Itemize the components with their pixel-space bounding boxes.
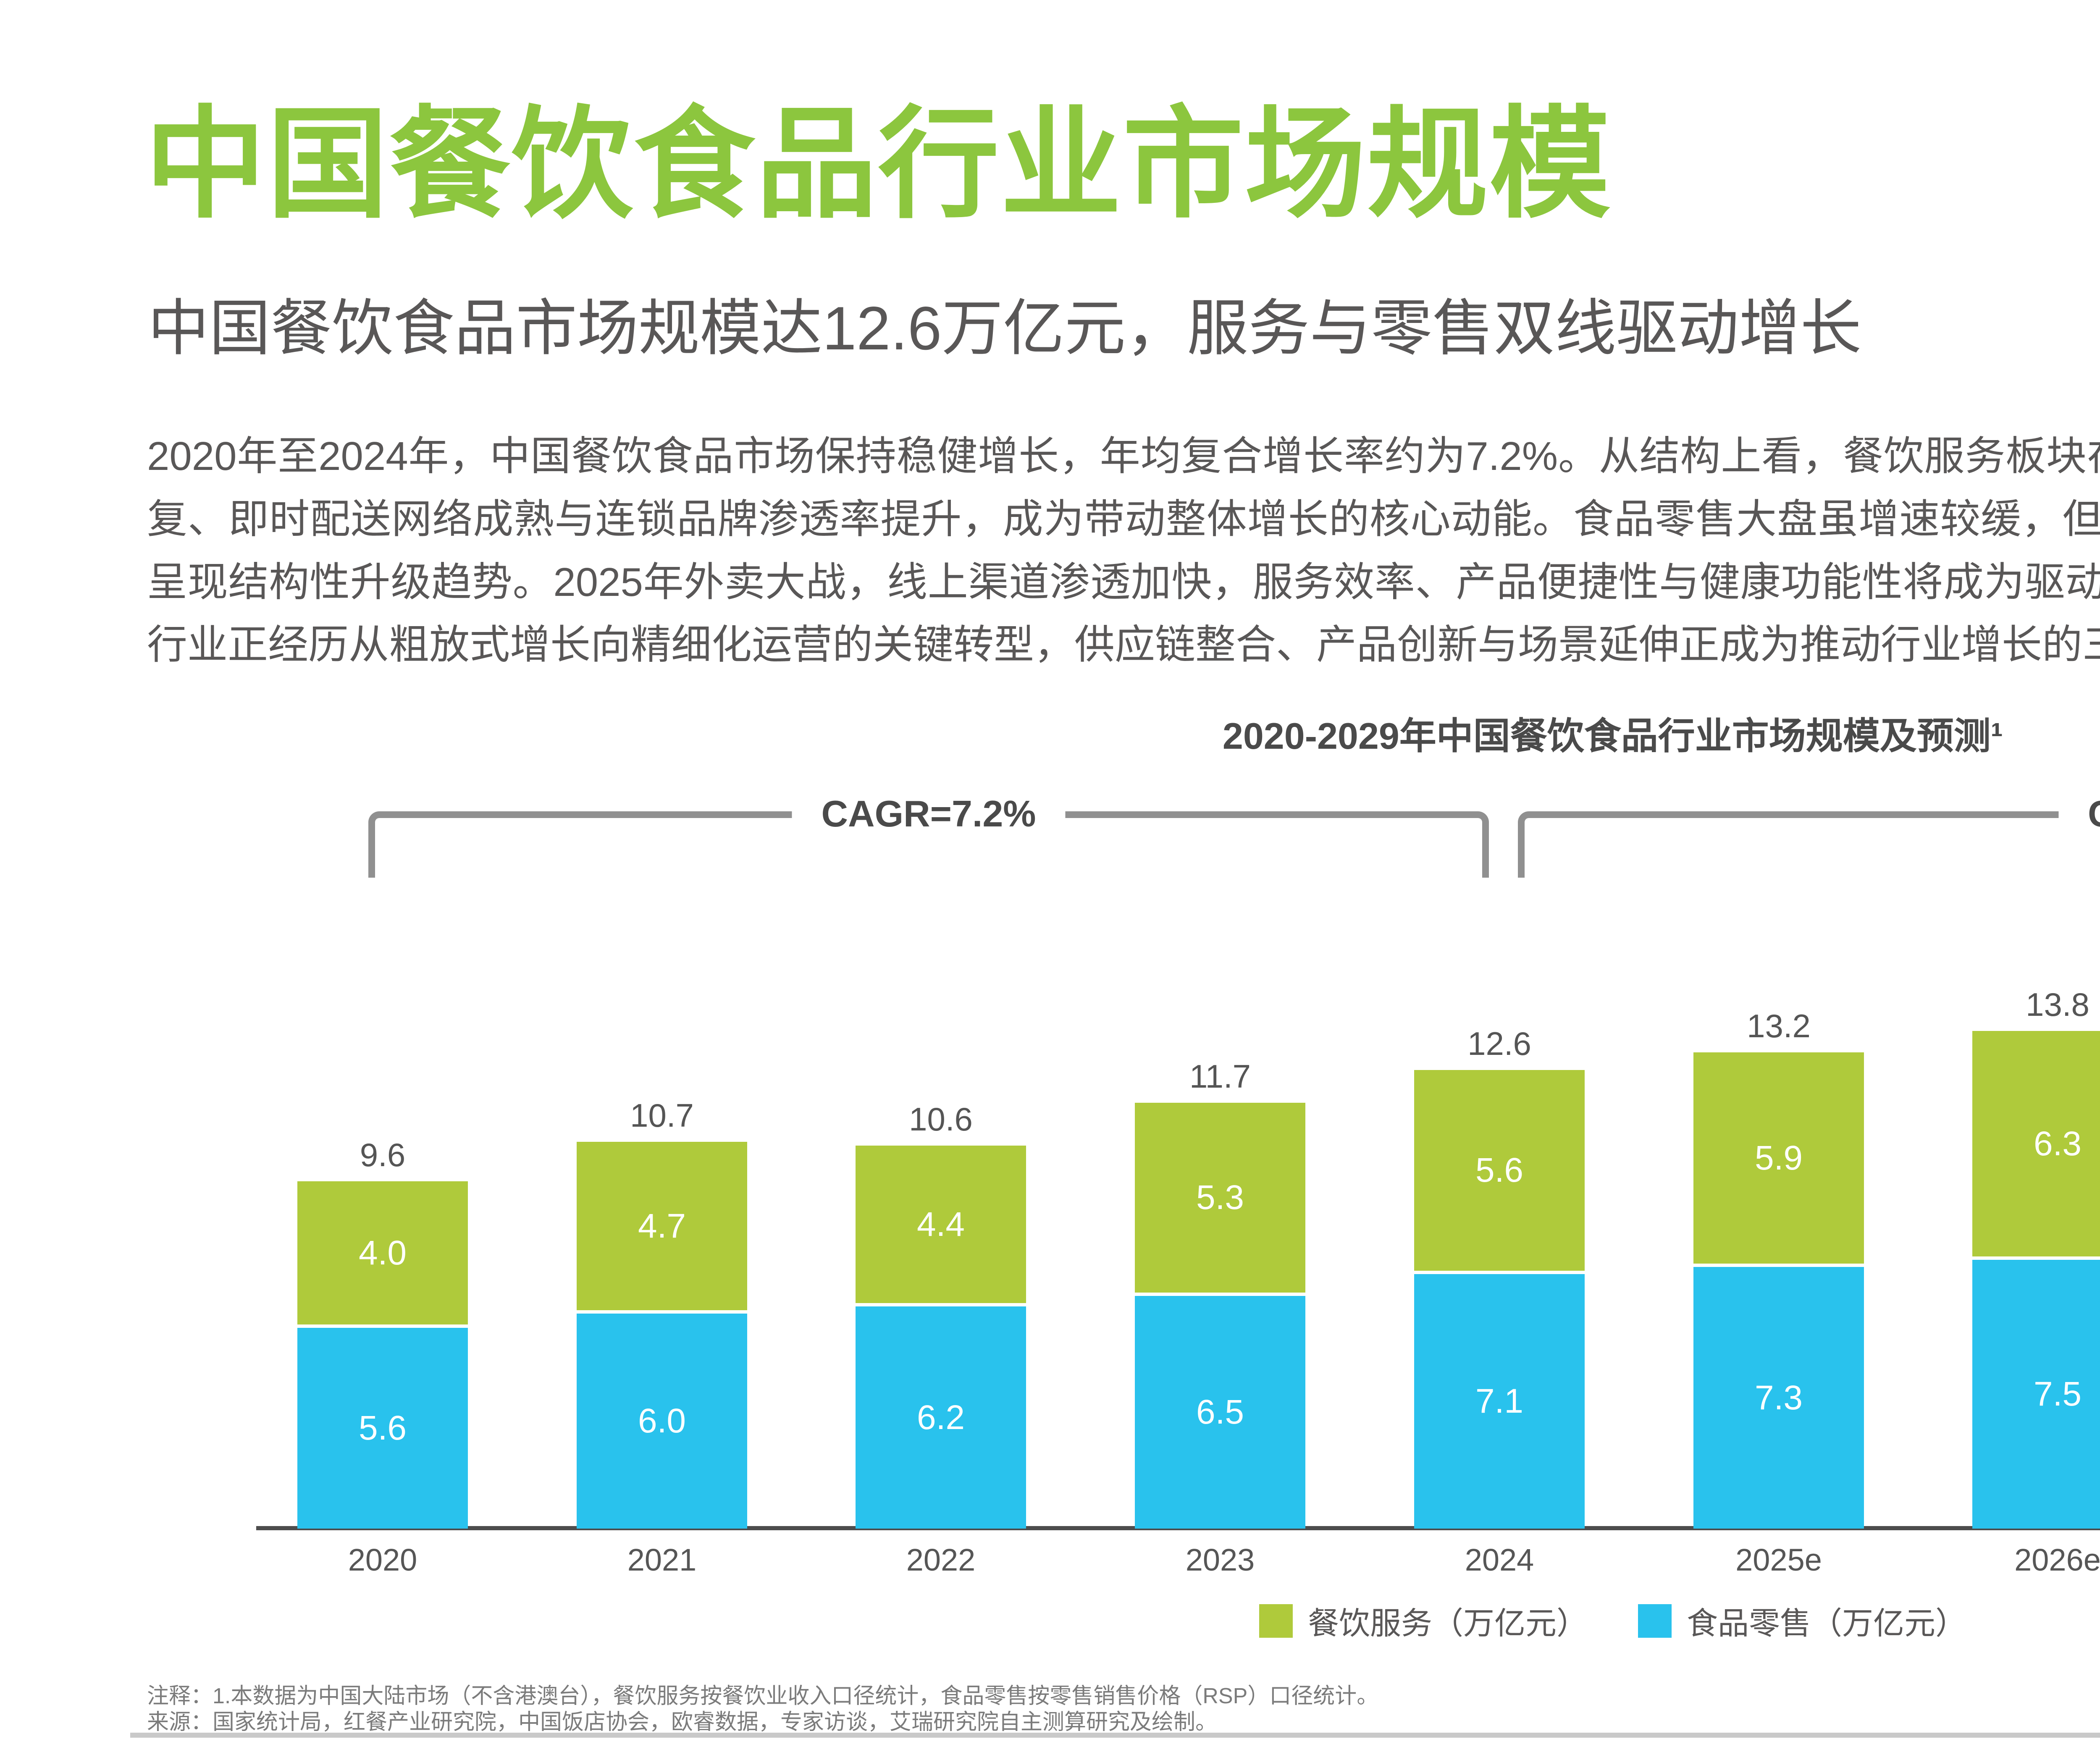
chart-legend: 餐饮服务（万亿元） 食品零售（万亿元） (0, 1598, 2100, 1643)
bar-segment-food-retail: 7.3 (1693, 1267, 1864, 1529)
bar-total-label: 11.7 (1189, 1058, 1251, 1095)
bar-segment-value: 7.3 (1755, 1378, 1803, 1417)
bar-segment-catering-service: 5.3 (1135, 1103, 1305, 1293)
bar-group-2021: 10.7 4.7 6.0 (577, 1097, 747, 1529)
bar-segment-catering-service: 4.4 (856, 1146, 1026, 1303)
bar-total-label: 10.6 (909, 1101, 973, 1138)
x-tick-label: 2024 (1465, 1542, 1534, 1577)
segment-separator (1693, 1264, 1864, 1267)
x-tick-label: 2023 (1185, 1542, 1255, 1577)
bar-total-label: 9.6 (360, 1136, 406, 1173)
bar-segment-catering-service: 4.7 (577, 1142, 747, 1310)
segment-separator (856, 1303, 1026, 1306)
x-tick-label: 2026e (2014, 1542, 2100, 1577)
bar-segment-value: 4.0 (359, 1233, 407, 1272)
bar-segment-food-retail: 6.0 (577, 1314, 747, 1529)
bar-group-2025e: 13.2 5.9 7.3 (1693, 1007, 1864, 1529)
bar-total-label: 13.8 (2026, 986, 2090, 1023)
bar-segment-catering-service: 4.0 (297, 1181, 468, 1324)
bar-segment-food-retail: 7.5 (1972, 1260, 2100, 1529)
footnote-note: 注释：1.本数据为中国大陆市场（不含港澳台），餐饮服务按餐饮业收入口径统计，食品… (147, 1684, 1379, 1708)
segment-separator (577, 1310, 747, 1314)
legend-swatch-icon (1259, 1604, 1293, 1638)
legend-swatch-icon (1638, 1604, 1672, 1638)
page-subtitle: 中国餐饮食品市场规模达12.6万亿元，服务与零售双线驱动增长 (148, 294, 1862, 362)
bar-group-2020: 9.6 4.0 5.6 (297, 1136, 468, 1529)
x-tick-label: 2022 (906, 1542, 976, 1577)
bar-segment-catering-service: 6.3 (1972, 1031, 2100, 1256)
segment-separator (1972, 1256, 2100, 1260)
bar-segment-food-retail: 6.5 (1135, 1296, 1305, 1529)
cagr-label: CAGR=4.9% (2058, 792, 2100, 835)
bar-group-2026e: 13.8 6.3 7.5 (1972, 986, 2100, 1529)
bar-group-2023: 11.7 5.3 6.5 (1135, 1058, 1305, 1529)
legend-item: 食品零售（万亿元） (1638, 1598, 1966, 1643)
x-tick-label: 2025e (1735, 1542, 1822, 1577)
cagr-bracket: CAGR=4.9% (1518, 792, 2100, 878)
bar-segment-value: 5.9 (1755, 1138, 1803, 1177)
bar-segment-value: 4.4 (917, 1205, 965, 1243)
bar-segment-value: 4.7 (638, 1206, 686, 1245)
segment-separator (297, 1324, 468, 1328)
bar-segment-food-retail: 6.2 (856, 1306, 1026, 1529)
bottom-divider (130, 1733, 2100, 1738)
body-paragraph: 2020年至2024年，中国餐饮食品市场保持稳健增长，年均复合增长率约为7.2%… (147, 434, 2100, 668)
page-title: 中国餐饮食品行业市场规模 (145, 97, 1612, 232)
legend-label: 餐饮服务（万亿元） (1308, 1606, 1588, 1641)
segment-separator (1135, 1293, 1305, 1296)
bar-segment-food-retail: 5.6 (297, 1328, 468, 1529)
bar-segment-value: 6.0 (638, 1402, 686, 1440)
cagr-label: CAGR=7.2% (792, 792, 1066, 835)
bar-segment-value: 5.3 (1196, 1178, 1244, 1217)
legend-item: 餐饮服务（万亿元） (1259, 1598, 1588, 1643)
bar-total-label: 10.7 (630, 1097, 694, 1134)
x-tick-label: 2020 (348, 1542, 417, 1577)
bar-group-2024: 12.6 5.6 7.1 (1414, 1025, 1585, 1529)
x-tick-label: 2021 (627, 1542, 697, 1577)
bar-segment-value: 5.6 (359, 1409, 407, 1447)
bar-segment-value: 7.1 (1475, 1382, 1523, 1420)
bar-segment-value: 5.6 (1475, 1151, 1523, 1189)
bar-segment-catering-service: 5.6 (1414, 1070, 1585, 1271)
bar-segment-value: 6.5 (1196, 1393, 1244, 1431)
bar-total-label: 12.6 (1467, 1025, 1531, 1062)
segment-separator (1414, 1271, 1585, 1274)
footnote-source: 来源：国家统计局，红餐产业研究院，中国饭店协会，欧睿数据，专家访谈，艾瑞研究院自… (147, 1710, 1218, 1734)
cagr-bracket: CAGR=7.2% (368, 792, 1489, 878)
bar-segment-food-retail: 7.1 (1414, 1274, 1585, 1529)
bar-segment-value: 7.5 (2034, 1375, 2082, 1413)
bar-segment-catering-service: 5.9 (1693, 1052, 1864, 1264)
bar-group-2022: 10.6 4.4 6.2 (856, 1101, 1026, 1529)
bar-segment-value: 6.2 (917, 1398, 965, 1437)
bar-total-label: 13.2 (1747, 1007, 1811, 1044)
bar-segment-value: 6.3 (2034, 1124, 2082, 1163)
chart-title: 2020-2029年中国餐饮食品行业市场规模及预测¹ (1222, 715, 2003, 757)
legend-label: 食品零售（万亿元） (1687, 1606, 1966, 1641)
